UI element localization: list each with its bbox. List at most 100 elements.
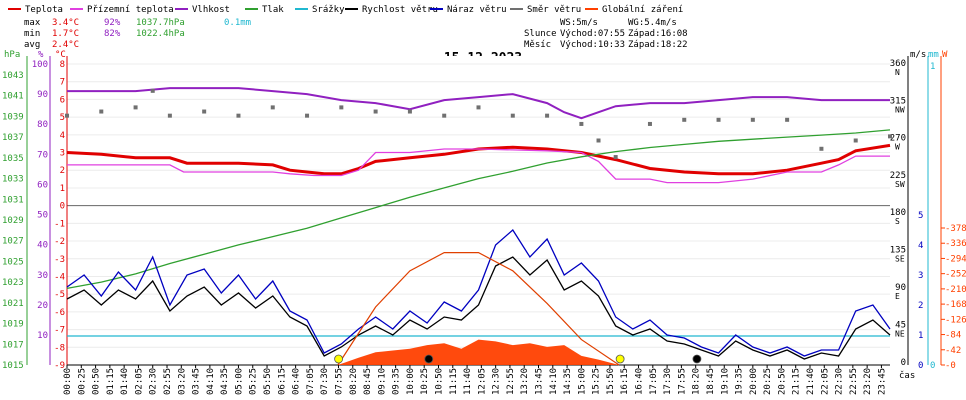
time-tick-label: 03:45	[192, 368, 202, 395]
hpa-tick-label: 1043	[2, 71, 24, 81]
legend-label: Vlhkost	[192, 5, 230, 15]
hpa-tick-label: 1029	[2, 216, 24, 226]
dir-compass-label: NE	[895, 330, 905, 339]
time-tick-label: 10:00	[406, 368, 416, 395]
time-tick-label: 07:55	[334, 368, 344, 395]
degc-tick-label: 3	[60, 149, 65, 159]
ms-tick-label: 0	[918, 361, 923, 371]
stats-avg-temp: 2.4°C	[52, 40, 79, 50]
dir-tick-label: 0	[901, 358, 906, 368]
stats-min-label: min	[24, 29, 40, 39]
time-tick-label: 09:10	[377, 368, 387, 395]
degc-tick-label: -3	[54, 255, 65, 265]
dir-compass-label: S	[895, 217, 900, 226]
time-tick-label: 20:25	[763, 368, 773, 395]
legend-label: Teplota	[25, 5, 63, 15]
time-tick-label: 16:40	[635, 368, 645, 395]
wm2-tick-label: -126	[945, 315, 966, 325]
degc-tick-label: 8	[60, 60, 65, 70]
info-moon-rise: Východ:10:33	[560, 40, 625, 50]
wind-direction-point	[785, 117, 790, 122]
info-sun-label: Slunce	[524, 29, 557, 39]
hpa-tick-label: 1023	[2, 278, 24, 288]
time-tick-label: 21:40	[806, 368, 816, 395]
time-tick-label: 18:45	[706, 368, 716, 395]
hpa-tick-label: 1033	[2, 175, 24, 185]
stats-min-temp: 1.7°C	[52, 29, 79, 39]
hpa-tick-label: 1025	[2, 257, 24, 267]
stats-max-label: max	[24, 18, 41, 28]
time-tick-label: 19:10	[720, 368, 730, 395]
time-tick-label: 00:00	[63, 368, 73, 395]
right-axes: m/s mm W360N315NW270W225SW180S135SE90E45NE…	[890, 50, 966, 371]
wm2-tick-label: -252	[945, 270, 966, 280]
left-axes: hPa% °C1043104110391037103510331031102910…	[2, 50, 68, 371]
wind-direction-point	[510, 113, 515, 118]
stats-max-temp: 3.4°C	[52, 18, 79, 28]
stats-max-hum: 92%	[104, 18, 121, 28]
time-tick-label: 04:10	[206, 368, 216, 395]
time-tick-label: 18:20	[692, 368, 702, 395]
time-tick-label: 13:45	[535, 368, 545, 395]
wind-direction-point	[888, 134, 892, 139]
pct-tick-label: 20	[37, 301, 48, 311]
time-tick-label: 07:30	[320, 368, 330, 395]
legend-label: Přízemní teplota	[87, 5, 174, 15]
wm2-tick-label: -294	[945, 254, 966, 264]
wind-direction-point	[150, 88, 155, 93]
wm2-tick-label: -336	[945, 239, 966, 249]
degc-unit-label: °C	[55, 50, 66, 60]
time-tick-label: 04:35	[220, 368, 230, 395]
degc-tick-label: 5	[60, 113, 65, 123]
ms-tick-label: 1	[918, 331, 923, 341]
markers-layer	[334, 354, 702, 364]
wind-direction-point	[339, 105, 344, 110]
hpa-tick-label: 1017	[2, 340, 24, 350]
dir-tick-label: 270	[890, 134, 906, 144]
time-tick-label: 06:40	[292, 368, 302, 395]
time-tick-label: 02:30	[149, 368, 159, 395]
wind-direction-point	[167, 113, 172, 118]
wind-direction-point	[407, 109, 412, 114]
dir-tick-label: 180	[890, 208, 906, 218]
sun-moon-marker	[615, 354, 625, 364]
hpa-tick-label: 1031	[2, 195, 24, 205]
series-layer	[65, 87, 892, 366]
stats-min-hum: 82%	[104, 29, 121, 39]
wind-direction-point	[613, 155, 618, 160]
time-tick-label: 07:05	[306, 368, 316, 395]
time-tick-label: 16:15	[620, 368, 630, 395]
wind-direction-point	[133, 105, 138, 110]
time-tick-label: 17:55	[677, 368, 687, 395]
ms-tick-label: 2	[918, 301, 923, 311]
wm2-tick-label: -378	[945, 224, 966, 234]
hpa-tick-label: 1037	[2, 133, 24, 143]
legend-label: Náraz větru	[447, 5, 507, 15]
hpa-tick-label: 1027	[2, 237, 24, 247]
time-tick-label: 01:15	[106, 368, 116, 395]
degc-tick-label: 4	[60, 131, 65, 141]
pct-tick-label: 100	[32, 60, 48, 70]
degc-tick-label: -7	[54, 326, 65, 336]
legend-label: Směr větru	[527, 5, 581, 15]
degc-tick-label: -2	[54, 237, 65, 247]
radiation-area	[337, 339, 620, 365]
time-tick-label: 02:05	[134, 368, 144, 395]
pct-tick-label: 90	[37, 90, 48, 100]
series-line	[66, 256, 891, 360]
wm2-tick-label: -0	[945, 361, 956, 371]
time-tick-label: 21:15	[792, 368, 802, 395]
time-tick-label: 12:55	[506, 368, 516, 395]
time-tick-label: 00:25	[77, 368, 87, 395]
wind-direction-point	[853, 138, 858, 143]
wind-direction-point	[750, 117, 755, 122]
degc-tick-label: -9	[54, 361, 65, 371]
time-tick-label: 15:50	[606, 368, 616, 395]
info-sun-set: Západ:16:08	[628, 29, 688, 39]
wm2-tick-label: -168	[945, 300, 966, 310]
degc-tick-label: 2	[60, 166, 65, 176]
hpa-unit-label: hPa	[4, 50, 20, 60]
time-axis-label: čas	[899, 370, 915, 381]
dir-tick-label: 90	[895, 283, 906, 293]
